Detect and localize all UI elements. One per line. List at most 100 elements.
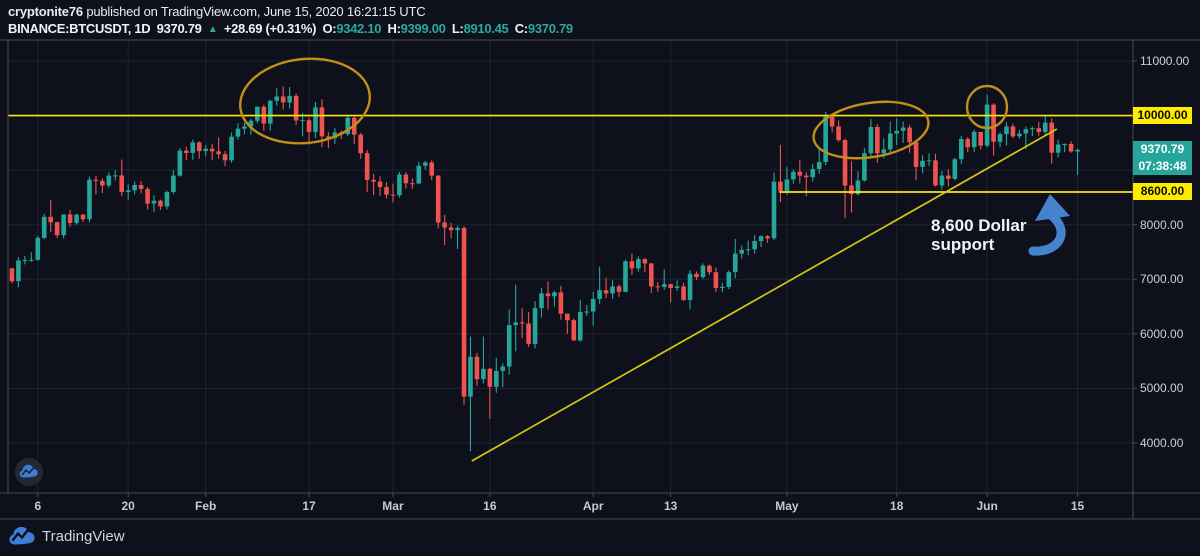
candle-body [54,222,60,236]
candle-body [235,128,241,137]
candle-body [862,153,867,181]
brand-text: TradingView [42,528,125,545]
candle-body [674,286,680,289]
time-axis-label[interactable]: 13 [663,499,678,513]
price-axis-label[interactable]: 5000.00 [1140,381,1184,396]
time-axis-label[interactable]: 17 [302,499,316,513]
candle-body [584,311,590,313]
candle-body [823,116,828,162]
time-axis-label[interactable]: Apr [582,499,604,513]
candle-body [629,261,635,269]
candle-body [694,273,699,278]
candle-body [274,96,280,101]
candle-body [532,308,538,344]
candle-body [132,185,137,191]
gridlines [8,40,1133,493]
candle-body [326,136,331,139]
candle-body [313,107,318,132]
time-axis-label[interactable]: 16 [483,499,497,513]
tradingview-logo-icon [9,527,35,545]
candle-body [455,227,460,231]
candle-body [978,131,983,146]
time-axis-label[interactable]: Jun [976,499,998,513]
candle-body [842,140,848,186]
candle-body [765,236,770,239]
candle-body [887,133,893,150]
candle-body [184,150,189,153]
candle-body [649,263,654,287]
candle-body [16,260,21,282]
candle-body [668,284,673,289]
candle-body [713,272,719,289]
time-axis-label[interactable]: 6 [34,499,42,513]
candle-body [900,127,906,131]
candle-body [816,161,822,170]
candle-body [784,179,790,191]
candle-body [571,320,577,341]
candle-body [112,175,118,177]
price-axis-label[interactable]: 7000.00 [1140,272,1184,287]
time-axis-label[interactable]: 20 [121,499,135,513]
candle-body [448,227,454,231]
time-axis-label[interactable]: Mar [382,499,404,513]
candle-body [868,127,874,154]
price-axis-label[interactable]: 6000.00 [1140,326,1184,341]
publish-text: published on TradingView.com, June 15, 2… [86,4,426,19]
candle-body [791,171,796,180]
price-axis-label[interactable]: 4000.00 [1140,435,1184,450]
support-note-text: 8,600 Dollar support [931,216,1026,254]
time-axis-label[interactable]: May [775,499,799,513]
price-axis-label[interactable]: 11000.00 [1140,54,1190,68]
candle-body [726,272,732,287]
open-label: O: [322,21,337,36]
candle-body [642,259,648,264]
candle-body [481,368,486,380]
watermark-line [21,467,34,476]
close-label: C: [514,21,528,36]
candle-body [933,160,938,186]
candle-body [487,368,493,387]
candle-body [9,268,15,282]
candle-body [145,188,150,204]
candle-body [1036,128,1042,132]
candle-body [958,139,964,160]
candle-body [474,356,480,380]
support-arrow-tail [1028,210,1066,256]
candle-body [306,120,312,132]
candle-body [151,200,157,204]
candle-body [216,151,221,155]
candle-body [616,286,622,292]
candle-body [371,179,376,182]
candle-body [332,132,338,139]
candle-body [797,171,803,176]
candle-body [1010,126,1016,137]
candle-body [1030,128,1035,130]
candle-body [442,222,447,228]
candle-body [29,259,34,261]
candle-body [952,159,958,179]
time-axis-label[interactable]: 18 [890,499,904,513]
candle-body [125,190,131,192]
price-axis-label[interactable]: 8000.00 [1140,217,1184,232]
candle-body [410,183,415,185]
candle-body [720,286,725,289]
candle-body [1055,144,1061,153]
candle-body [319,107,325,137]
time-axis-label[interactable]: 15 [1070,499,1085,513]
time-axis-label[interactable]: Feb [195,499,217,513]
candle-body [707,265,712,273]
candle-body [875,127,880,154]
support-arrow-head [1035,194,1070,221]
candle-body [946,175,951,179]
tradingview-footer[interactable]: TradingView [8,527,125,546]
candle-body [403,174,409,184]
candle-body [687,273,693,301]
candle-body [623,261,628,292]
candle-body [164,191,170,207]
candle-body [984,104,990,146]
symbol-legend-bar: BINANCE:BTCUSDT, 1D 9370.79 ▲ +28.69 (+0… [8,21,576,36]
candle-body [732,253,738,273]
candle-body [119,175,125,192]
candle-body [222,154,228,161]
